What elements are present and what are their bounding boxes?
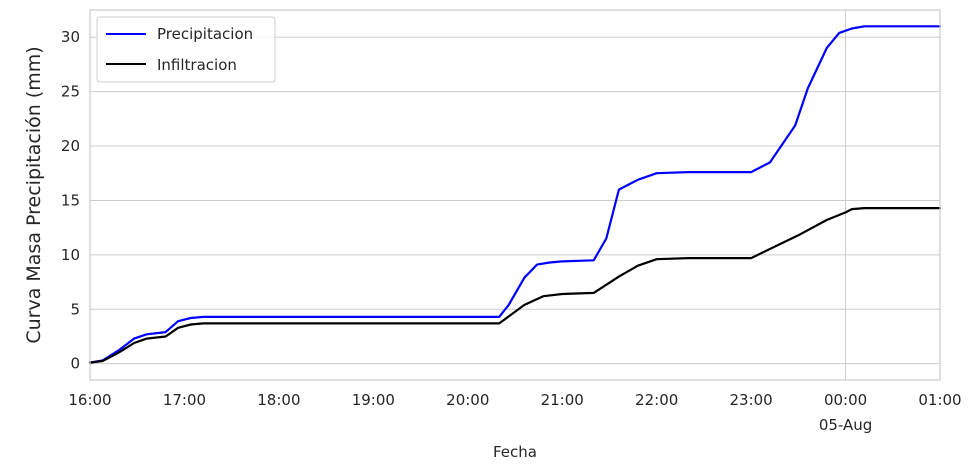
x-tick-label: 00:00	[824, 391, 867, 409]
y-tick-label: 0	[70, 355, 80, 373]
x-tick-label: 20:00	[446, 391, 489, 409]
x-tick-label: 23:00	[729, 391, 772, 409]
y-tick-label: 30	[61, 28, 80, 46]
x-tick-label: 22:00	[635, 391, 678, 409]
series-line-infiltracion	[88, 207, 942, 364]
y-tick-label: 5	[70, 300, 80, 318]
x-tick-label: 21:00	[541, 391, 584, 409]
y-tick-label: 25	[61, 83, 80, 101]
y-tick-label: 20	[61, 137, 80, 155]
x-axis-title: Fecha	[493, 443, 537, 461]
x-tick-label: 18:00	[257, 391, 300, 409]
x-tick-label: 01:00	[918, 391, 961, 409]
x-tick-label: 17:00	[163, 391, 206, 409]
legend-label-precipitacion: Precipitacion	[157, 25, 253, 43]
tick-labels: 0 5 10 15 20 25 30 16:00 17:00 18:00 19:00 20:00 21:…	[61, 28, 962, 434]
series-line-precipitacion	[88, 25, 942, 364]
y-tick-label: 10	[61, 246, 80, 264]
series-lines	[88, 25, 942, 364]
y-axis-title: Curva Masa Precipitación (mm)	[23, 46, 45, 343]
plot-area-frame	[89, 9, 941, 381]
legend: Precipitacion Infiltracion	[96, 16, 276, 83]
legend-label-infiltracion: Infiltracion	[157, 56, 237, 74]
grid-lines	[90, 10, 940, 380]
y-tick-label: 15	[61, 191, 80, 209]
x-tick-sublabel: 05-Aug	[819, 416, 872, 434]
x-tick-label: 16:00	[68, 391, 111, 409]
x-tick-label: 19:00	[352, 391, 395, 409]
